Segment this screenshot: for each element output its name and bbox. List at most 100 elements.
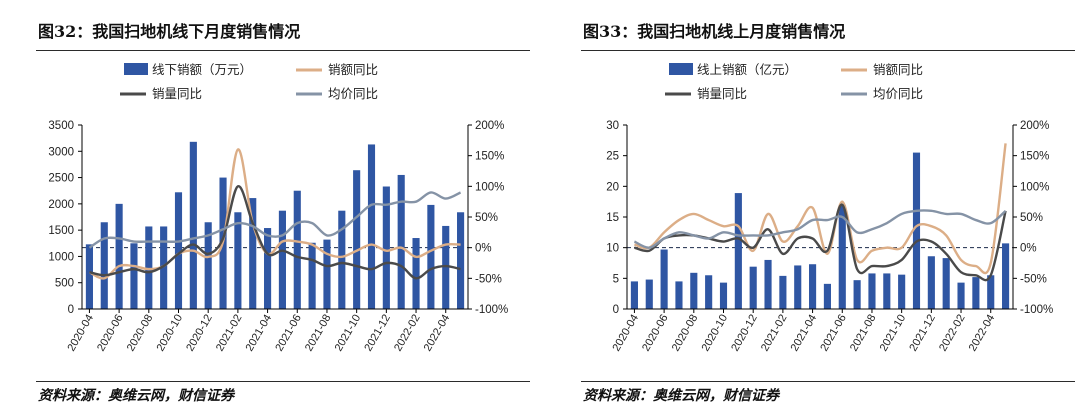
bar-2022-01 [397,174,405,309]
legend-label: 线下销额（万元） [152,63,252,77]
bar-2020-12 [204,222,212,309]
right-tick-label: -50% [1020,273,1047,285]
source-note: 资料来源：奥维云网，财信证券 [38,388,234,404]
left-tick-label: 30 [606,120,619,132]
bar-2021-09 [338,210,346,309]
bar-2022-05 [457,212,465,309]
x-tick-label: 2020-10 [700,313,731,354]
bar-2022-04 [987,275,995,309]
legend-label: 均价同比 [873,87,923,101]
bar-2022-03 [427,204,435,309]
bar-2021-10 [898,274,906,309]
bar-2020-06 [660,249,668,309]
bar-2020-04 [630,281,638,309]
bar-2021-04 [264,228,272,309]
bar-2021-07 [308,242,316,309]
bar-2020-07 [130,243,138,309]
x-tick-label: 2020-04 [610,313,641,354]
source-divider [36,381,530,382]
x-tick-label: 2020-12 [184,313,215,354]
series-line-3 [633,209,1007,249]
x-tick-label: 2022-04 [967,313,998,354]
bar-2020-06 [115,203,123,309]
left-tick-label: 25 [606,151,619,163]
bar-2020-05 [645,279,653,309]
x-tick-label: 2020-12 [729,313,760,354]
x-tick-label: 2020-04 [65,313,96,354]
bar-2020-09 [705,275,713,309]
right-tick-label: 150% [475,151,504,163]
bar-2021-12 [927,256,935,309]
bar-2020-11 [734,193,742,309]
bar-2020-12 [749,266,757,309]
bar-2021-12 [382,186,390,309]
series-line-1 [88,148,461,280]
right-tick-label: 100% [1020,181,1049,193]
bar-2020-04 [85,244,93,309]
right-tick-label: -50% [475,273,502,285]
bar-2021-05 [823,283,831,309]
series-line-1 [634,143,1007,275]
bar-2021-11 [367,144,376,309]
bar-2021-09 [883,273,891,309]
bar-2021-07 [853,280,861,309]
x-tick-label: 2021-06 [818,313,849,354]
x-tick-label: 2021-12 [907,313,938,354]
x-tick-label: 2022-04 [422,313,453,354]
bar-2021-11 [912,152,921,309]
offline-sales-chart: 0 500 1000 1500 2000 2500 3000 3500 -100% -50% 0% 5… [48,63,508,354]
left-tick-label: 5 [613,273,619,285]
legend-label: 均价同比 [328,87,378,101]
bar-2020-09 [160,226,168,309]
bar-2021-10 [353,170,361,309]
right-tick-label: 150% [1020,151,1049,163]
left-tick-label: 0 [613,304,619,316]
left-tick-label: 0 [68,304,74,316]
left-tick-label: 3000 [48,146,74,158]
bar-2020-10 [174,192,183,309]
x-tick-label: 2022-02 [392,313,423,354]
right-tick-label: 0% [1020,243,1037,255]
bar-2021-06 [838,205,846,309]
x-tick-label: 2020-08 [125,313,156,354]
bar-2021-08 [868,273,876,309]
x-tick-label: 2021-08 [848,313,879,354]
x-tick-label: 2021-12 [362,313,393,354]
x-tick-label: 2020-06 [95,313,126,354]
x-tick-label: 2021-04 [789,313,820,354]
x-tick-label: 2022-02 [937,313,968,354]
right-tick-label: -100% [475,304,508,316]
legend-swatch-bar [669,63,693,75]
bar-2021-02 [234,212,242,309]
bar-2020-08 [690,272,698,309]
left-tick-label: 20 [606,181,619,193]
figure-title: 图32：我国扫地机线下月度销售情况 [38,22,301,41]
x-tick-label: 2021-06 [273,313,304,354]
x-tick-label: 2021-04 [244,313,275,354]
legend-label: 销量同比 [697,87,747,101]
legend-label: 销额同比 [328,63,378,77]
bar-2020-08 [145,226,153,309]
bar-2021-02 [779,275,787,309]
left-tick-label: 3500 [48,120,74,132]
x-tick-label: 2020-08 [670,313,701,354]
bar-2021-05 [278,210,286,309]
bar-2022-03 [972,277,980,309]
left-tick-label: 500 [55,278,74,290]
x-tick-label: 2021-10 [333,313,364,354]
legend-label: 销额同比 [873,63,923,77]
right-tick-label: 0% [475,243,492,255]
x-tick-label: 2020-06 [640,313,671,354]
bar-2021-08 [323,239,331,309]
left-tick-label: 2000 [48,199,74,211]
legend-swatch-bar [124,63,148,75]
bar-2020-07 [675,281,683,309]
x-tick-label: 2021-02 [759,313,790,354]
online-sales-chart: 0 5 10 15 20 25 30 -100% -50% 0% 50% 100% 150% 200% 20… [606,62,1053,354]
right-tick-label: 200% [475,120,504,132]
right-figure-panel: 图33：我国扫地机线上月度销售情况 0 5 10 15 20 25 30 -100% -50% 0… [545,0,1075,417]
bar-2022-02 [957,282,965,309]
series-line-2 [89,185,461,280]
bar-2021-03 [249,198,257,309]
left-tick-label: 15 [606,212,619,224]
